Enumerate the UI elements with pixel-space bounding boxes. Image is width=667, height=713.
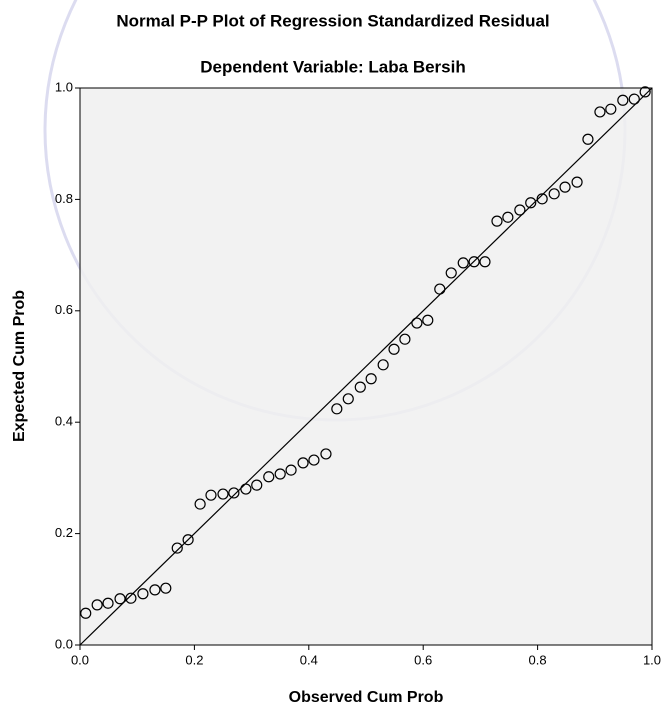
point — [342, 393, 354, 405]
x-tick-label: 0.0 — [71, 652, 89, 667]
point — [422, 314, 434, 326]
point — [388, 343, 400, 355]
point — [617, 94, 629, 106]
point — [228, 487, 240, 499]
point — [114, 593, 126, 605]
point — [102, 597, 114, 609]
chart-subtitle: Dependent Variable: Laba Bersih — [200, 57, 465, 76]
y-tick-label: 0.2 — [55, 525, 73, 540]
chart-title: Normal P-P Plot of Regression Standardiz… — [116, 11, 549, 30]
point — [171, 542, 183, 554]
x-tick-label: 1.0 — [643, 652, 661, 667]
y-tick-label: 0.4 — [55, 414, 73, 429]
point — [365, 373, 377, 385]
point — [548, 188, 560, 200]
point — [194, 498, 206, 510]
point — [274, 468, 286, 480]
point — [137, 588, 149, 600]
point — [377, 359, 389, 371]
y-tick-label: 1.0 — [55, 79, 73, 94]
point — [457, 257, 469, 269]
point — [582, 133, 594, 145]
point — [559, 181, 571, 193]
x-axis-label: Observed Cum Prob — [289, 689, 444, 706]
point — [182, 534, 194, 546]
y-tick-label: 0.8 — [55, 191, 73, 206]
point — [331, 403, 343, 415]
point — [160, 582, 172, 594]
point — [536, 193, 548, 205]
point — [297, 457, 309, 469]
point — [468, 256, 480, 268]
point — [445, 267, 457, 279]
point — [320, 448, 332, 460]
point — [571, 176, 583, 188]
point — [479, 256, 491, 268]
x-tick-label: 0.8 — [529, 652, 547, 667]
point — [491, 215, 503, 227]
point — [354, 381, 366, 393]
x-tick-label: 0.4 — [300, 652, 318, 667]
point — [594, 106, 606, 118]
point — [91, 599, 103, 611]
point — [308, 454, 320, 466]
y-tick-label: 0.6 — [55, 302, 73, 317]
point — [80, 607, 92, 619]
point — [263, 471, 275, 483]
point — [502, 211, 514, 223]
x-tick-label: 0.2 — [185, 652, 203, 667]
point — [217, 488, 229, 500]
point — [628, 93, 640, 105]
y-tick-label: 0.0 — [55, 636, 73, 651]
point — [149, 584, 161, 596]
point — [285, 464, 297, 476]
point — [639, 86, 651, 98]
point — [434, 283, 446, 295]
point — [525, 197, 537, 209]
point — [125, 592, 137, 604]
point — [399, 333, 411, 345]
point — [251, 479, 263, 491]
point — [205, 489, 217, 501]
point — [411, 317, 423, 329]
point — [605, 103, 617, 115]
point — [514, 204, 526, 216]
point — [240, 483, 252, 495]
x-tick-label: 0.6 — [414, 652, 432, 667]
y-axis-label: Expected Cum Prob — [11, 290, 28, 442]
